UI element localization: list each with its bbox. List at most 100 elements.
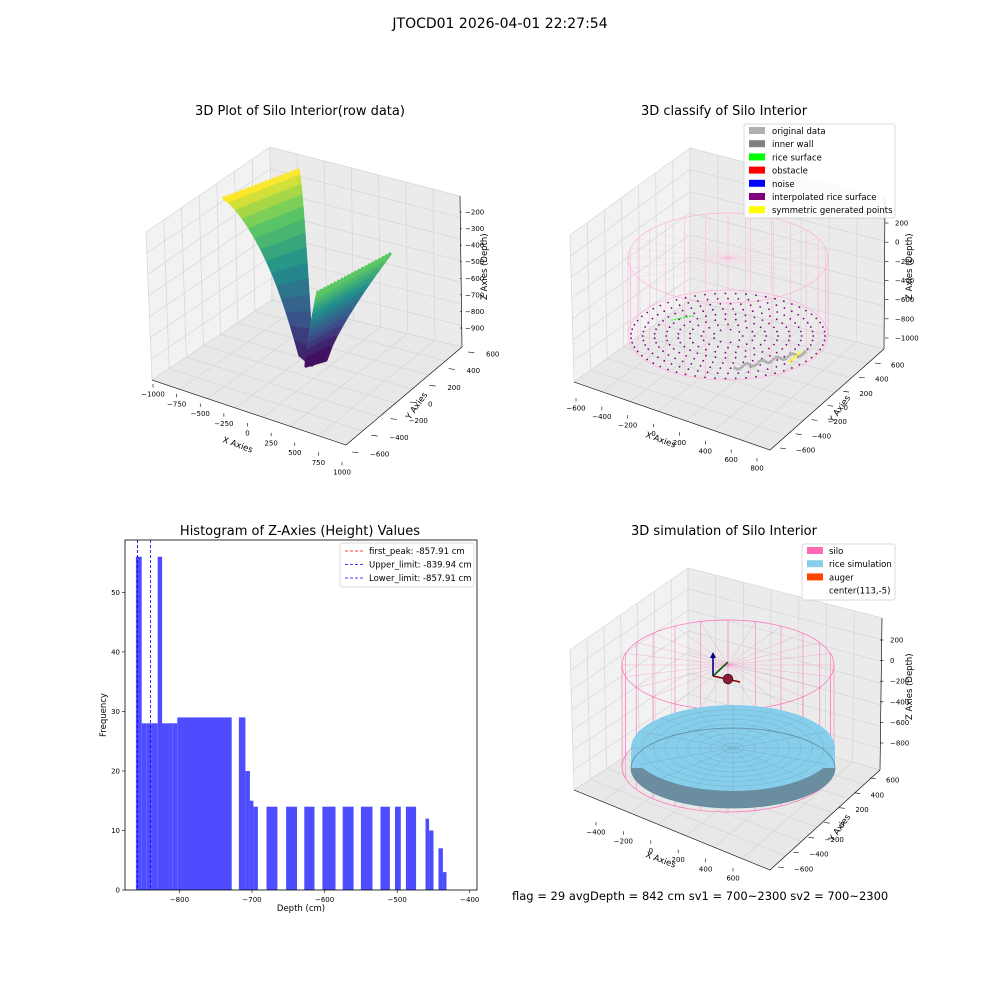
surface-segment: [235, 208, 246, 221]
interpolated-point: [811, 330, 814, 333]
interpolated-point: [678, 318, 681, 321]
interpolated-point: [776, 311, 779, 313]
interpolated-point: [744, 355, 747, 358]
surface-segment: [288, 211, 294, 228]
interpolated-point: [700, 335, 703, 337]
interpolated-point: [794, 322, 796, 324]
surface-segment: [283, 226, 290, 243]
p2-silo-spoke: [727, 229, 807, 259]
interpolated-point: [729, 328, 732, 331]
p4-xtick-label: 600: [726, 875, 739, 883]
grid-line: [620, 614, 624, 758]
interpolated-point: [644, 326, 647, 328]
interpolated-point: [717, 345, 719, 348]
axis-line: [573, 789, 771, 871]
surface-segment: [251, 226, 261, 241]
interpolated-point: [641, 315, 643, 318]
interpolated-point: [791, 367, 793, 369]
original-point: [755, 362, 759, 366]
interpolated-point: [763, 339, 766, 342]
interpolated-point: [774, 372, 776, 375]
interpolated-point: [647, 321, 650, 324]
histogram-xtick-label: −500: [388, 896, 407, 904]
p4-silo-spoke: [727, 664, 804, 698]
original-point: [743, 362, 747, 366]
histogram-ylabel: Frequency: [99, 693, 109, 737]
p2-ztick-label: −400: [895, 277, 914, 285]
interpolated-point: [719, 367, 722, 369]
interpolated-point: [714, 356, 717, 359]
grid-line: [432, 188, 436, 341]
interpolated-point: [823, 330, 826, 333]
interpolated-point: [662, 350, 664, 352]
p4-silo-spoke: [727, 653, 831, 666]
interpolated-point: [810, 313, 813, 316]
surface-segment: [272, 230, 280, 247]
p2-ytick-mark: [779, 447, 786, 449]
histogram-legend-label: first_peak: -857.91 cm: [369, 547, 465, 557]
p1-ztick-label: −600: [465, 275, 484, 283]
p2-silo-spoke: [630, 257, 729, 269]
original-point: [764, 360, 768, 364]
p2-silo-spoke: [649, 257, 729, 287]
surface-segment: [276, 228, 284, 245]
histogram-bar: [405, 806, 417, 890]
interpolated-point: [641, 335, 644, 337]
p4-ztick-label: 0: [890, 657, 894, 665]
surface-segment: [341, 275, 348, 285]
rice-mesh: [638, 731, 734, 749]
interpolated-point: [824, 335, 826, 337]
surface-segment: [292, 236, 298, 254]
surface-segment: [272, 244, 281, 260]
interpolated-point: [775, 304, 778, 307]
panel4-xlabel: X Axies: [644, 850, 677, 870]
rice-mesh: [693, 708, 734, 749]
interpolated-point: [668, 343, 671, 346]
surface-segment: [356, 289, 365, 301]
histogram-bar: [162, 723, 173, 890]
surface-segment: [297, 207, 303, 224]
surface-segment: [285, 200, 292, 215]
p2-ytick-mark: [827, 405, 834, 407]
rice-mesh: [732, 708, 773, 749]
p2-silo-spoke: [649, 229, 729, 259]
legend-label: symmetric generated points: [772, 206, 893, 216]
interpolated-point: [764, 295, 767, 298]
histogram-bar: [438, 848, 443, 890]
rice-surface-point: [680, 317, 682, 320]
rice-mesh: [732, 747, 773, 788]
auger-z-arrow: [710, 652, 716, 658]
histogram-ytick-label: 50: [111, 589, 120, 597]
panel4-zlabel: Z Axies (Depth): [905, 653, 915, 720]
p4-ytick-mark: [839, 807, 845, 809]
grid-line: [186, 356, 380, 418]
interpolated-point: [759, 306, 762, 308]
histogram-legend: first_peak: -857.91 cm Upper_limit: -839.…: [339, 542, 475, 588]
interpolated-point: [667, 368, 669, 371]
original-point: [786, 355, 790, 359]
interpolated-point: [782, 369, 785, 372]
surface-segment: [263, 221, 272, 236]
interpolated-point: [689, 337, 691, 340]
p2-silo-spoke: [684, 217, 729, 259]
interpolated-point: [751, 359, 754, 362]
surface-segment: [298, 183, 303, 199]
rice-surface-point: [686, 316, 688, 318]
interpolated-point: [646, 358, 649, 361]
p1-ytick-mark: [351, 451, 359, 453]
histogram-ytick-label: 30: [111, 708, 120, 716]
interpolated-point: [656, 313, 659, 316]
surface-segment: [250, 214, 260, 228]
interpolated-point: [716, 298, 719, 300]
p1-ytick-label: −400: [389, 434, 408, 442]
histogram-bar: [360, 806, 373, 890]
interpolated-point: [689, 320, 691, 323]
histogram-bars: [135, 556, 447, 890]
rice-surface-point: [671, 319, 673, 321]
p4-ytick-mark: [854, 792, 861, 794]
grid-line: [237, 322, 429, 376]
legend-label: interpolated rice surface: [772, 193, 877, 203]
interpolated-point: [789, 318, 792, 320]
interpolated-point: [763, 330, 766, 333]
rice-mesh: [732, 717, 806, 749]
